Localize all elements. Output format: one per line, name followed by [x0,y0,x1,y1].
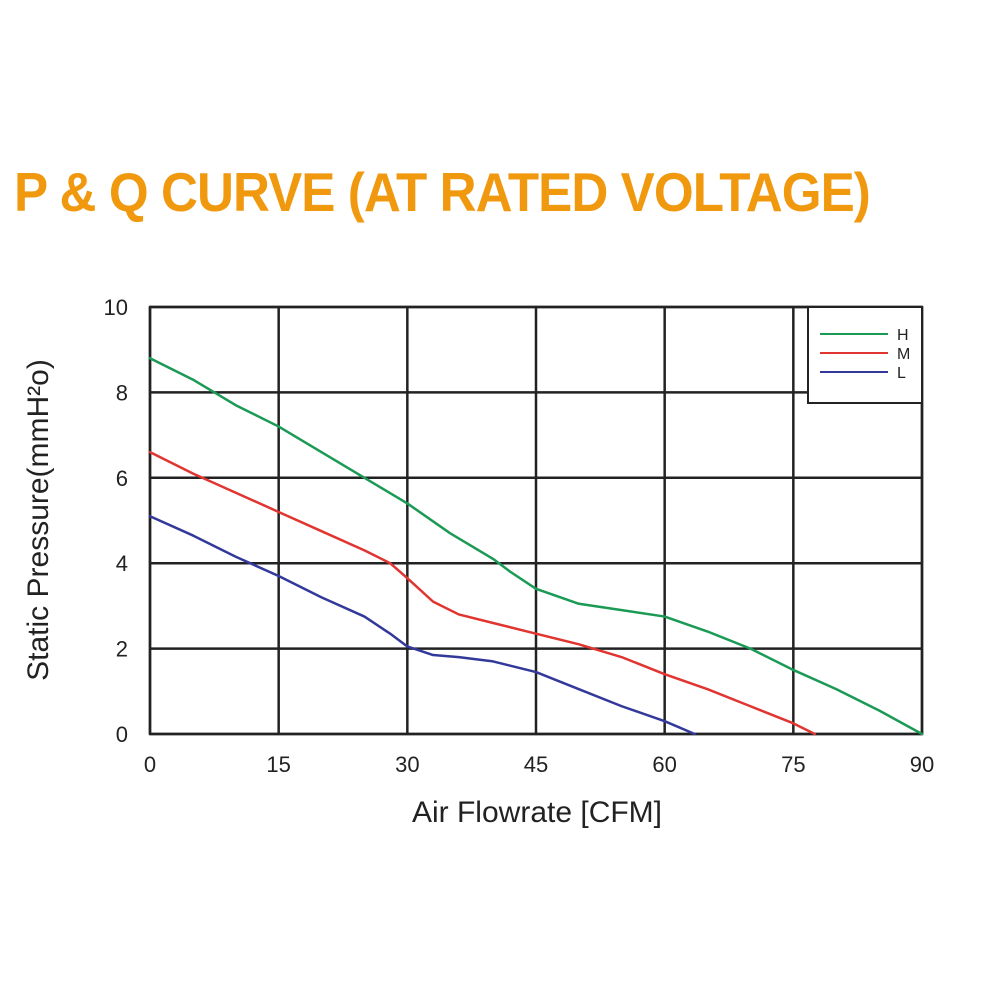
y-axis-label: Static Pressure(mmH²o) [22,359,55,681]
chart-title: P & Q CURVE (AT RATED VOLTAGE) [14,161,871,223]
x-tick-label: 75 [781,752,805,777]
series-line-h [148,356,924,736]
x-tick-label: 30 [395,752,419,777]
series-lines [148,356,924,736]
plot-frame [148,305,924,736]
series-line-l [148,514,696,736]
legend-items: HML [820,327,910,382]
y-tick-labels: 0 2 4 6 8 10 [104,295,128,747]
y-tick-label: 6 [116,466,128,491]
x-tick-label: 45 [524,752,548,777]
y-tick-label: 10 [104,295,128,320]
grid-lines [148,305,924,736]
y-tick-label: 0 [116,722,128,747]
x-axis-label: Air Flowrate [CFM] [412,796,662,829]
legend-label-h: H [897,327,909,344]
y-tick-label: 8 [116,380,128,405]
series-line-m [148,450,817,736]
y-tick-label: 2 [116,637,128,662]
x-tick-label: 90 [910,752,934,777]
y-tick-label: 4 [116,551,128,576]
x-tick-label: 15 [266,752,290,777]
legend-box [807,306,923,404]
legend-label-m: M [897,346,910,363]
x-tick-labels: 0 15 30 45 60 75 90 [144,752,934,777]
legend: HML [807,306,923,404]
x-tick-label: 60 [652,752,676,777]
x-tick-label: 0 [144,752,156,777]
legend-label-l: L [897,365,906,382]
